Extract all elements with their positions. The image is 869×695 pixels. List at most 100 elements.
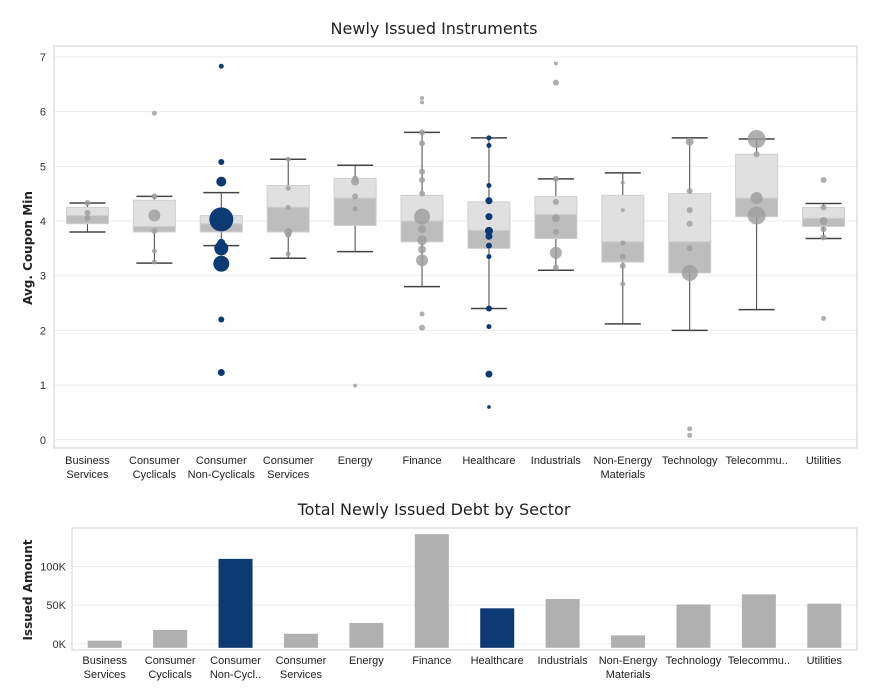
box-chart-marks[interactable] xyxy=(65,61,846,438)
data-point[interactable] xyxy=(148,209,161,222)
bar-consumer-non-cycl[interactable] xyxy=(218,558,253,648)
data-point[interactable] xyxy=(419,168,426,175)
data-point[interactable] xyxy=(419,311,425,317)
box-group-consumer-services[interactable] xyxy=(266,156,310,259)
box-lower-half[interactable] xyxy=(333,197,377,226)
data-point[interactable] xyxy=(417,235,428,246)
data-point[interactable] xyxy=(214,241,229,256)
data-point[interactable] xyxy=(285,156,291,162)
data-point[interactable] xyxy=(620,180,625,185)
data-point[interactable] xyxy=(485,242,492,249)
bar-business-services[interactable] xyxy=(87,640,122,648)
data-point[interactable] xyxy=(84,209,91,216)
data-point[interactable] xyxy=(419,140,426,147)
data-point[interactable] xyxy=(151,227,158,234)
data-point[interactable] xyxy=(619,262,626,269)
data-point[interactable] xyxy=(351,177,360,186)
box-group-healthcare[interactable] xyxy=(467,135,511,409)
box-group-non-energy-materials[interactable] xyxy=(601,172,645,325)
data-point[interactable] xyxy=(285,251,291,257)
data-point[interactable] xyxy=(213,255,230,272)
data-point[interactable] xyxy=(285,204,291,210)
data-point[interactable] xyxy=(820,177,827,183)
box-group-technology[interactable] xyxy=(668,137,712,438)
data-point[interactable] xyxy=(285,231,292,238)
data-point[interactable] xyxy=(486,135,492,141)
box-group-industrials[interactable] xyxy=(534,61,578,271)
data-point[interactable] xyxy=(747,206,766,225)
box-group-finance[interactable] xyxy=(400,95,444,331)
bar-non-energy-materials[interactable] xyxy=(611,635,646,648)
data-point[interactable] xyxy=(420,95,425,100)
data-point[interactable] xyxy=(352,206,358,212)
data-point[interactable] xyxy=(486,324,492,330)
data-point[interactable] xyxy=(820,226,827,233)
data-point[interactable] xyxy=(216,176,227,187)
data-point[interactable] xyxy=(218,63,224,69)
data-point[interactable] xyxy=(552,79,559,86)
box-group-business-services[interactable] xyxy=(65,199,109,233)
box-group-energy[interactable] xyxy=(333,164,377,388)
data-point[interactable] xyxy=(151,193,158,200)
bar-technology[interactable] xyxy=(676,604,711,648)
data-point[interactable] xyxy=(418,225,427,234)
data-point[interactable] xyxy=(687,426,693,432)
data-point[interactable] xyxy=(151,259,157,265)
data-point[interactable] xyxy=(485,213,493,221)
data-point[interactable] xyxy=(485,232,493,240)
bar-telecommu[interactable] xyxy=(741,594,776,648)
data-point[interactable] xyxy=(819,217,828,226)
data-point[interactable] xyxy=(620,208,625,213)
box-group-consumer-non-cyclicals[interactable] xyxy=(199,63,243,377)
bar-chart-marks[interactable] xyxy=(87,534,842,648)
data-point[interactable] xyxy=(486,182,492,188)
data-point[interactable] xyxy=(419,190,426,197)
data-point[interactable] xyxy=(619,253,626,260)
data-point[interactable] xyxy=(821,315,827,321)
data-point[interactable] xyxy=(686,187,693,194)
data-point[interactable] xyxy=(552,198,559,205)
data-point[interactable] xyxy=(151,248,157,254)
data-point[interactable] xyxy=(352,193,359,200)
data-point[interactable] xyxy=(620,281,626,287)
data-point[interactable] xyxy=(418,245,427,254)
data-point[interactable] xyxy=(353,383,358,388)
bar-consumer-cyclicals[interactable] xyxy=(153,629,188,648)
data-point[interactable] xyxy=(419,324,426,331)
data-point[interactable] xyxy=(484,226,493,235)
data-point[interactable] xyxy=(551,214,560,223)
data-point[interactable] xyxy=(750,192,763,205)
data-point[interactable] xyxy=(820,234,827,241)
data-point[interactable] xyxy=(820,204,827,211)
data-point[interactable] xyxy=(420,100,425,105)
data-point[interactable] xyxy=(753,151,760,158)
data-point[interactable] xyxy=(686,245,693,252)
data-point[interactable] xyxy=(285,185,291,191)
data-point[interactable] xyxy=(552,264,559,271)
data-point[interactable] xyxy=(209,207,234,232)
data-point[interactable] xyxy=(620,240,626,246)
data-point[interactable] xyxy=(686,220,693,227)
data-point[interactable] xyxy=(151,110,157,116)
data-point[interactable] xyxy=(419,129,426,136)
data-point[interactable] xyxy=(414,208,431,225)
data-point[interactable] xyxy=(686,207,693,214)
data-point[interactable] xyxy=(486,143,492,149)
data-point[interactable] xyxy=(552,175,559,182)
bar-consumer-services[interactable] xyxy=(283,633,318,648)
data-point[interactable] xyxy=(486,254,492,260)
data-point[interactable] xyxy=(84,215,91,222)
data-point[interactable] xyxy=(218,158,225,165)
data-point[interactable] xyxy=(681,264,698,281)
data-point[interactable] xyxy=(487,405,491,409)
bar-finance[interactable] xyxy=(414,534,449,648)
bar-healthcare[interactable] xyxy=(480,608,515,648)
data-point[interactable] xyxy=(685,137,694,146)
box-group-consumer-cyclicals[interactable] xyxy=(132,110,176,265)
box-upper-half[interactable] xyxy=(735,153,779,199)
data-point[interactable] xyxy=(84,199,91,206)
data-point[interactable] xyxy=(552,228,559,235)
bar-utilities[interactable] xyxy=(807,603,842,648)
box-upper-half[interactable] xyxy=(601,194,645,243)
data-point[interactable] xyxy=(687,432,693,438)
